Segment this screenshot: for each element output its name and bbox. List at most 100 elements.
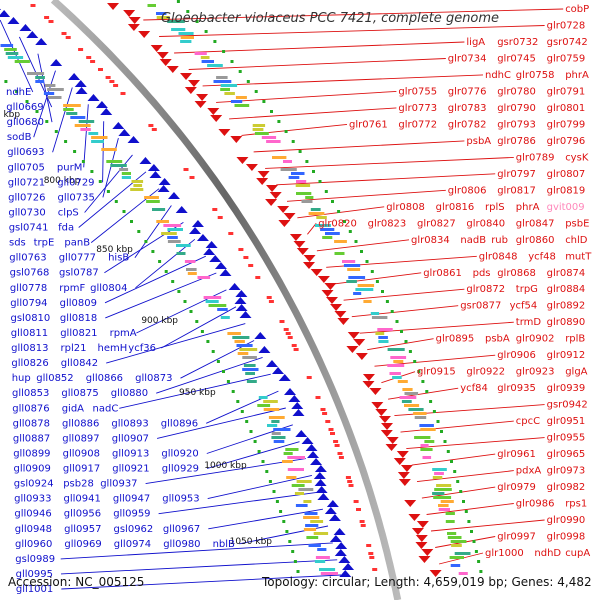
gene-label: gll0721 <box>8 177 45 188</box>
genome-backbone <box>50 0 402 600</box>
feature-box <box>146 200 160 203</box>
gene-label: glr0776 <box>448 86 487 97</box>
reverse-gene-arrow <box>50 59 63 66</box>
gene-label: psbA <box>466 136 491 147</box>
feature-box <box>414 416 427 419</box>
ring-marker <box>417 370 421 373</box>
label-connector <box>367 338 434 351</box>
feature-box <box>424 440 435 443</box>
gene-label: sds <box>9 238 26 249</box>
feature-box <box>105 76 111 79</box>
feature-box <box>220 88 230 91</box>
ring-marker <box>236 400 240 403</box>
feature-box <box>91 140 104 143</box>
forward-gene-arrow <box>324 283 337 290</box>
ring-marker <box>254 90 258 93</box>
reverse-gene-arrow <box>307 451 320 458</box>
gene-label: glr0823 <box>368 218 407 229</box>
feature-box <box>227 332 241 335</box>
feature-box <box>257 404 271 407</box>
forward-gene-arrow <box>283 213 296 220</box>
gene-label: ndhC <box>485 70 511 81</box>
reverse-gene-arrow <box>258 346 271 353</box>
forward-gene-arrow <box>404 500 417 507</box>
feature-box <box>345 476 351 479</box>
position-tick-label: 750 kbp <box>0 110 20 120</box>
gene-label: glr0861 <box>423 268 462 279</box>
gene-label: sodB <box>7 132 32 143</box>
forward-gene-arrow <box>156 52 169 59</box>
reverse-gene-arrow <box>149 171 162 178</box>
feature-box <box>156 16 170 19</box>
gene-label: gll0826 <box>11 358 48 369</box>
reverse-gene-arrow <box>317 493 330 500</box>
reverse-gene-arrow <box>334 549 347 556</box>
feature-box <box>35 76 45 79</box>
feature-box <box>440 500 454 503</box>
feature-box <box>458 572 468 575</box>
feature-box <box>205 300 219 303</box>
ring-marker <box>106 190 110 193</box>
feature-box <box>232 336 250 339</box>
ring-marker <box>472 540 476 543</box>
gene-label: glr0874 <box>547 268 586 279</box>
forward-gene-arrow <box>196 94 209 101</box>
feature-box <box>101 148 117 151</box>
ring-marker <box>114 200 118 203</box>
ring-marker <box>370 270 374 273</box>
gene-label: gll0920 <box>161 449 198 460</box>
gene-label: cysK <box>565 152 589 163</box>
gene-label: gll0735 <box>58 192 95 203</box>
gene-label: glr0734 <box>448 54 487 65</box>
gene-label: phrA <box>516 202 540 213</box>
forward-gene-arrow <box>265 199 278 206</box>
gene-label: gll1001 <box>16 584 53 595</box>
label-connector <box>208 508 323 530</box>
position-tick-label: 900 kbp <box>141 316 178 326</box>
feature-box <box>285 448 299 451</box>
ring-marker <box>231 390 235 393</box>
gene-label: mutT <box>565 251 592 262</box>
ring-marker <box>186 10 190 13</box>
reverse-gene-arrow <box>301 437 314 444</box>
feature-box <box>131 180 144 183</box>
label-connector <box>316 239 410 252</box>
feature-box <box>44 16 50 19</box>
feature-box <box>308 212 325 215</box>
reverse-gene-arrow <box>324 507 337 514</box>
feature-box <box>306 376 312 379</box>
ring-marker <box>291 140 295 143</box>
gene-label: gll0917 <box>63 464 100 475</box>
feature-box <box>180 36 194 39</box>
label-connector <box>158 491 318 515</box>
feature-box <box>113 84 119 87</box>
reverse-strand-labels: ndhE gll0669 gll0680 sodB gll0693 gll0705 purM… <box>6 87 235 595</box>
forward-gene-arrow <box>337 318 350 325</box>
gene-label: ndhE <box>6 87 31 98</box>
gene-label: gll0853 <box>12 388 49 399</box>
feature-box <box>366 544 372 547</box>
gene-label: rpmF <box>59 283 85 294</box>
gene-label: glr0848 <box>479 251 518 262</box>
ring-marker <box>331 200 334 203</box>
gene-label: gll0804 <box>90 283 127 294</box>
ring-marker <box>253 440 257 443</box>
feature-box <box>360 524 366 527</box>
feature-box <box>216 76 228 79</box>
feature-box <box>273 440 285 443</box>
feature-box <box>432 476 443 479</box>
label-connector <box>106 323 246 364</box>
ring-marker <box>130 220 133 223</box>
gene-label: glr0951 <box>547 416 586 427</box>
gene-label: glr0997 <box>497 532 536 543</box>
forward-gene-arrow <box>380 430 393 437</box>
feature-box <box>266 140 281 143</box>
gene-label: rplS <box>485 202 505 213</box>
ring-marker <box>318 180 322 183</box>
gene-label: gll0969 <box>64 539 101 550</box>
feature-box <box>287 336 293 339</box>
feature-box <box>187 272 197 275</box>
forward-gene-arrow <box>396 451 409 458</box>
feature-box <box>378 336 388 339</box>
feature-box <box>320 572 338 575</box>
